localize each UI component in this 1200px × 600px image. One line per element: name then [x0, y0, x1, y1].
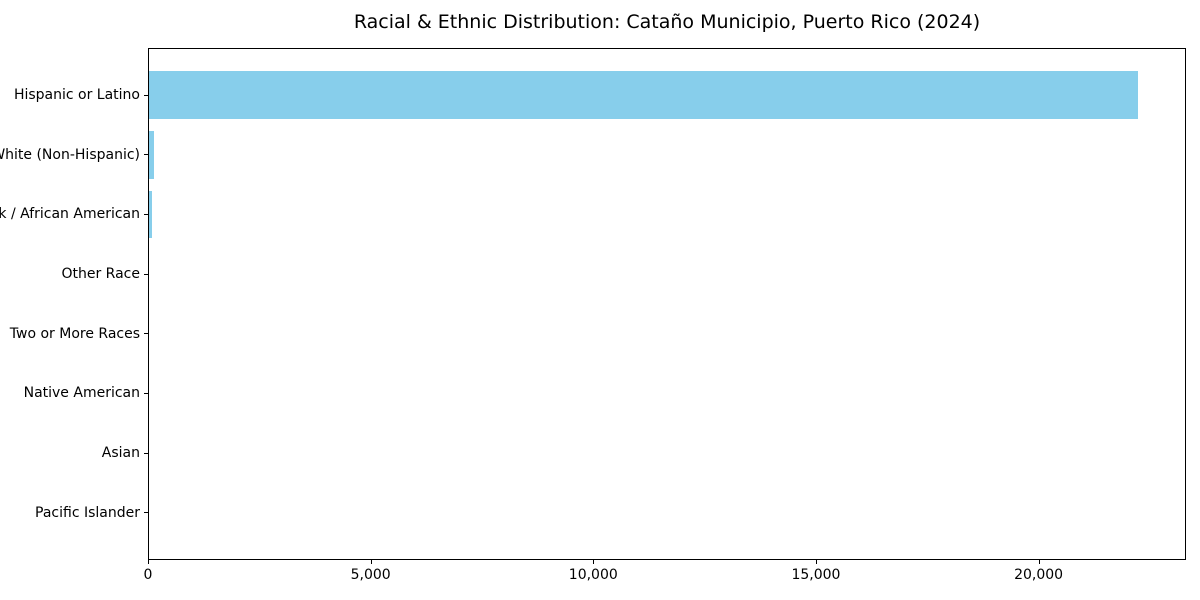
y-tick-mark: [144, 392, 148, 394]
bar: [149, 71, 1138, 119]
y-tick-label: Two or More Races: [9, 325, 140, 342]
x-tick-label: 15,000: [791, 567, 841, 583]
y-tick-mark: [144, 94, 148, 96]
x-tick-mark: [370, 560, 372, 564]
y-tick-mark: [144, 512, 148, 514]
x-tick-mark: [593, 560, 595, 564]
x-tick-label: 5,000: [350, 567, 391, 583]
x-tick-label: 10,000: [568, 567, 618, 583]
chart-title: Racial & Ethnic Distribution: Cataño Mun…: [353, 11, 981, 33]
x-tick-mark: [815, 560, 817, 564]
y-tick-label: Asian: [101, 445, 140, 462]
y-tick-mark: [144, 333, 148, 335]
y-tick-mark: [144, 273, 148, 275]
y-tick-label: Pacific Islander: [35, 504, 140, 521]
y-tick-label: Black / African American: [0, 206, 140, 223]
x-tick-label: 20,000: [1014, 567, 1064, 583]
y-tick-label: Hispanic or Latino: [13, 87, 140, 104]
y-tick-mark: [144, 154, 148, 156]
x-tick-mark: [1038, 560, 1040, 564]
x-tick-label: 0: [143, 567, 153, 583]
y-tick-label: Other Race: [61, 266, 140, 283]
plot-area: [148, 48, 1186, 560]
x-tick-mark: [148, 560, 149, 564]
bar: [149, 130, 154, 179]
bar: [149, 190, 153, 239]
y-tick-label: Native American: [23, 385, 140, 402]
y-tick-mark: [144, 213, 148, 215]
y-tick-mark: [144, 452, 148, 454]
y-tick-label: White (Non-Hispanic): [0, 146, 140, 163]
